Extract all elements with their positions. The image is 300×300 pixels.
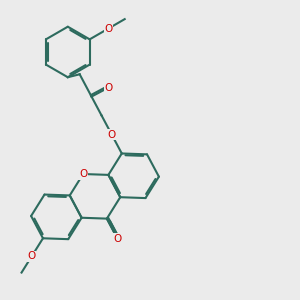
Text: O: O [104,83,112,93]
Text: O: O [104,24,112,34]
Text: O: O [113,234,122,244]
Text: O: O [79,169,87,179]
Text: O: O [108,130,116,140]
Text: O: O [28,251,36,262]
